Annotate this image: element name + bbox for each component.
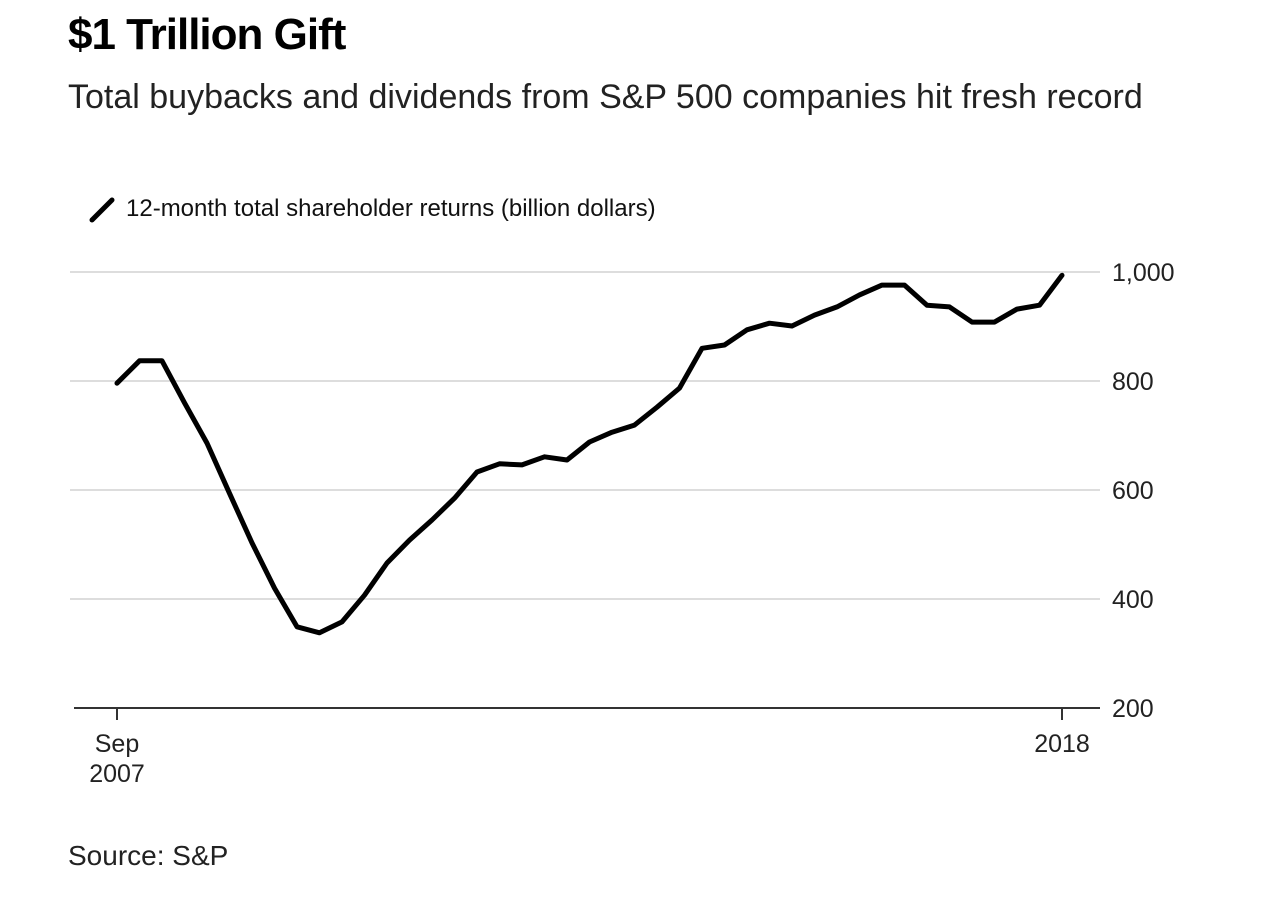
x-tick-label: 2018: [1034, 730, 1090, 758]
legend-swatch: [89, 197, 115, 223]
x-tick-label: 2007: [89, 760, 145, 788]
chart-title: $1 Trillion Gift: [68, 10, 346, 59]
y-tick-label: 800: [1112, 368, 1154, 396]
legend: 12-month total shareholder returns (bill…: [88, 194, 656, 224]
y-tick-label: 400: [1112, 586, 1154, 614]
series-line: [114, 272, 1065, 636]
y-tick-label: 200: [1112, 695, 1154, 723]
x-tick-label: Sep: [95, 730, 139, 758]
legend-label: 12-month total shareholder returns (bill…: [126, 195, 656, 222]
chart-subtitle: Total buybacks and dividends from S&P 50…: [68, 78, 1143, 116]
source-note: Source: S&P: [68, 840, 229, 871]
y-tick-label: 1,000: [1112, 259, 1175, 287]
y-tick-label: 600: [1112, 477, 1154, 505]
